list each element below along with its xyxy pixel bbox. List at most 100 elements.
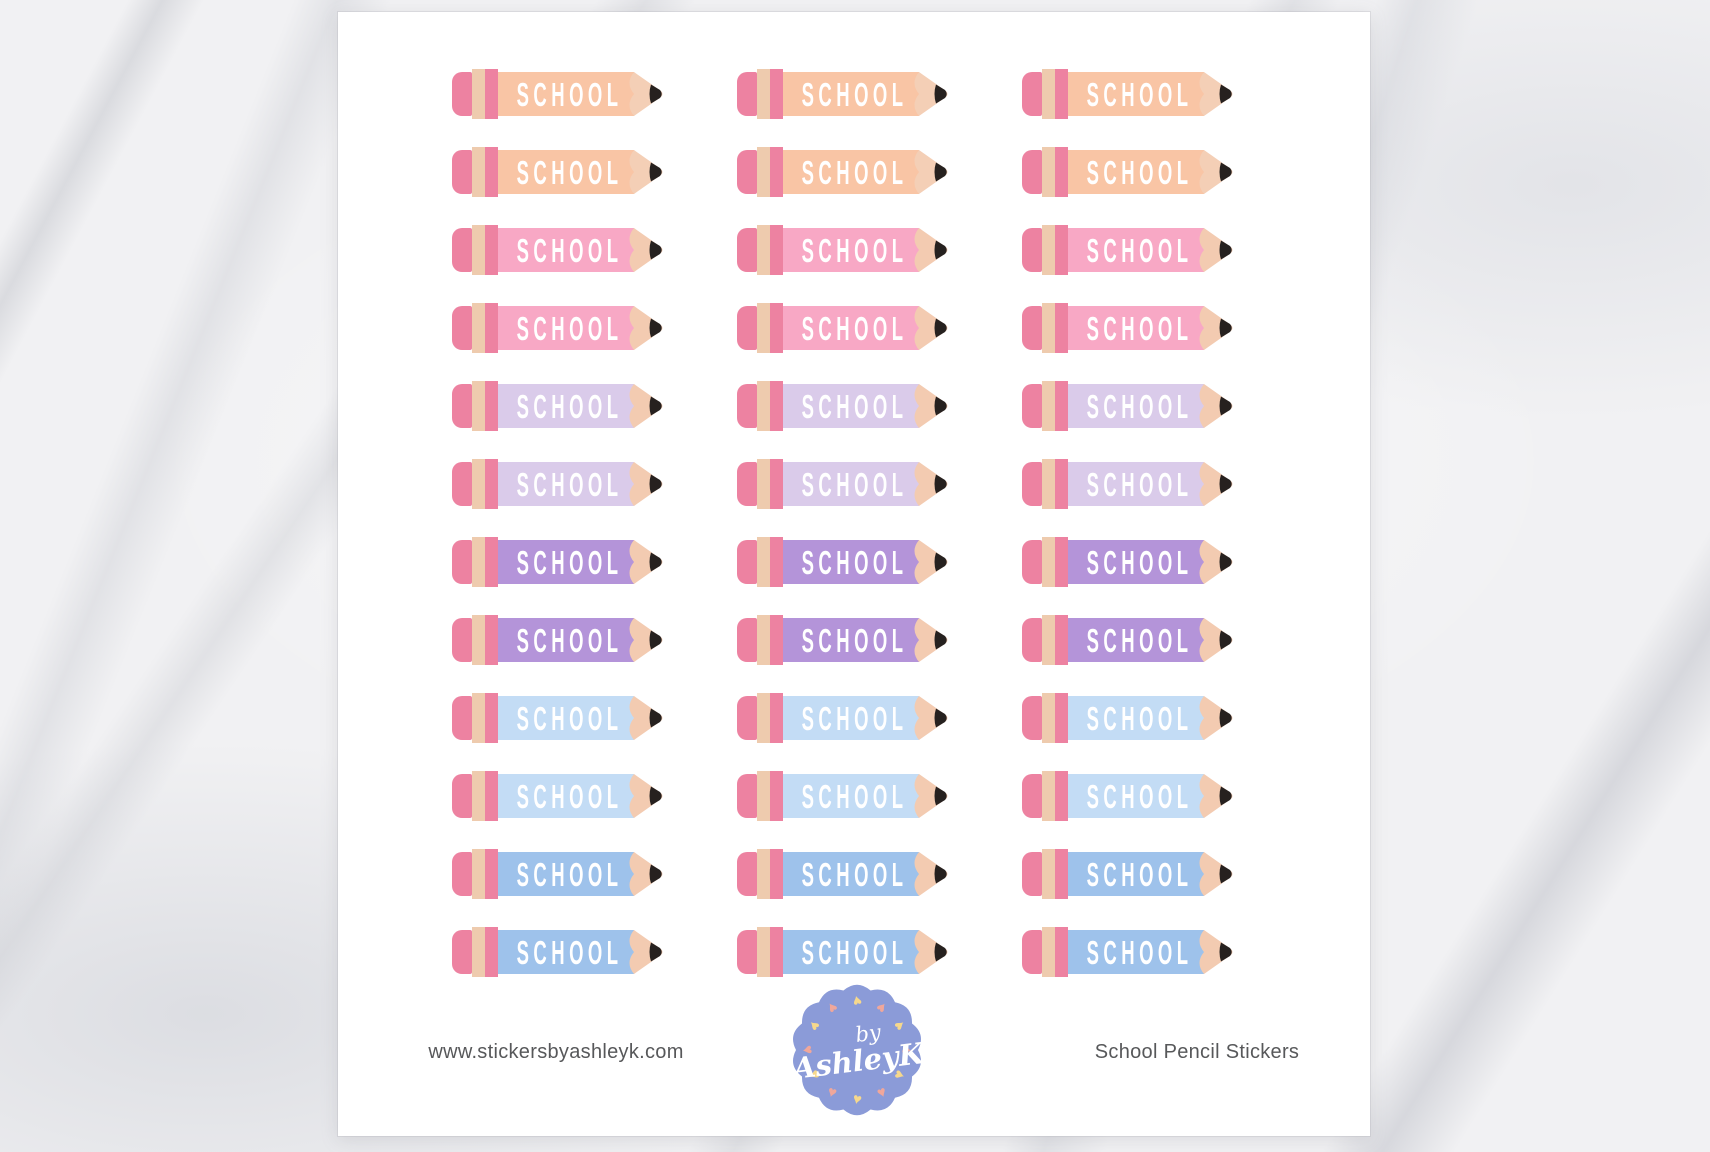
product-title: School Pencil Stickers	[1094, 1041, 1300, 1063]
pencil-eraser	[452, 228, 472, 272]
school-pencil-sticker-peach-r2c3: SCHOOL	[1022, 147, 1234, 197]
pencil-eraser	[452, 306, 472, 350]
pencil-label: SCHOOL	[802, 75, 908, 113]
pencil-ferrule-cream-stripe-icon	[1042, 693, 1055, 743]
pencil-body: SCHOOL	[498, 228, 634, 272]
pencil-label: SCHOOL	[517, 309, 623, 347]
badge-scallop-icon	[792, 984, 922, 1116]
pencil-label: SCHOOL	[802, 465, 908, 503]
pencil-eraser	[1022, 852, 1042, 896]
pencil-ferrule-cream-stripe-icon	[472, 459, 485, 509]
pencil-ferrule-pink-stripe-icon	[485, 381, 498, 431]
pencil-tip-icon	[914, 618, 948, 662]
pencil-tip-icon	[1199, 930, 1233, 974]
pencil-ferrule-pink-stripe-icon	[1055, 303, 1068, 353]
pencil-ferrule-pink-stripe-icon	[1055, 69, 1068, 119]
pencil-tip-icon	[629, 930, 663, 974]
pencil-tip-icon	[914, 150, 948, 194]
pencil-tip-icon	[914, 462, 948, 506]
pencil-ferrule-pink-stripe-icon	[1055, 537, 1068, 587]
school-pencil-sticker-purple-r8c2: SCHOOL	[737, 615, 949, 665]
pencil-body: SCHOOL	[498, 852, 634, 896]
pencil-ferrule-cream-stripe-icon	[757, 927, 770, 977]
pencil-ferrule-pink-stripe-icon	[770, 225, 783, 275]
pencil-ferrule-cream-stripe-icon	[757, 537, 770, 587]
pencil-ferrule-pink-stripe-icon	[1055, 225, 1068, 275]
pencil-body: SCHOOL	[783, 930, 919, 974]
pencil-body: SCHOOL	[783, 462, 919, 506]
pencil-body: SCHOOL	[783, 540, 919, 584]
pencil-ferrule-cream-stripe-icon	[472, 303, 485, 353]
pencil-ferrule-cream-stripe-icon	[1042, 303, 1055, 353]
pencil-eraser	[452, 852, 472, 896]
pencil-body: SCHOOL	[1068, 384, 1204, 428]
pencil-ferrule-pink-stripe-icon	[485, 459, 498, 509]
pencil-label: SCHOOL	[802, 387, 908, 425]
sticker-sheet: SCHOOL SCHOOL SCHOOL SCHOO	[338, 12, 1370, 1136]
pencil-tip-icon	[629, 462, 663, 506]
pencil-eraser	[1022, 774, 1042, 818]
pencil-label: SCHOOL	[1087, 621, 1193, 659]
school-pencil-sticker-pink-r4c3: SCHOOL	[1022, 303, 1234, 353]
pencil-tip-icon	[1199, 462, 1233, 506]
pencil-eraser	[737, 540, 757, 584]
pencil-ferrule-cream-stripe-icon	[1042, 459, 1055, 509]
pencil-eraser	[452, 540, 472, 584]
pencil-ferrule-cream-stripe-icon	[757, 225, 770, 275]
pencil-label: SCHOOL	[1087, 855, 1193, 893]
pencil-tip-icon	[629, 618, 663, 662]
pencil-body: SCHOOL	[498, 540, 634, 584]
pencil-body: SCHOOL	[783, 306, 919, 350]
pencil-label: SCHOOL	[1087, 231, 1193, 269]
pencil-ferrule-pink-stripe-icon	[770, 381, 783, 431]
pencil-eraser	[1022, 696, 1042, 740]
pencil-body: SCHOOL	[498, 696, 634, 740]
pencil-label: SCHOOL	[517, 855, 623, 893]
pencil-eraser	[452, 696, 472, 740]
pencil-tip-icon	[629, 696, 663, 740]
school-pencil-sticker-blue-r11c3: SCHOOL	[1022, 849, 1234, 899]
pencil-ferrule-pink-stripe-icon	[1055, 927, 1068, 977]
pencil-ferrule-cream-stripe-icon	[472, 693, 485, 743]
pencil-ferrule-cream-stripe-icon	[472, 771, 485, 821]
website-url: www.stickersbyashleyk.com	[428, 1041, 684, 1063]
brand-logo-text: by AshleyK	[779, 972, 935, 1128]
pencil-tip-icon	[1199, 384, 1233, 428]
school-pencil-sticker-pink-r4c2: SCHOOL	[737, 303, 949, 353]
school-pencil-sticker-pale-blue-r10c2: SCHOOL	[737, 771, 949, 821]
pencil-label: SCHOOL	[802, 933, 908, 971]
school-pencil-sticker-peach-r1c3: SCHOOL	[1022, 69, 1234, 119]
pencil-ferrule-pink-stripe-icon	[1055, 849, 1068, 899]
pencil-eraser	[737, 852, 757, 896]
pencil-tip-icon	[629, 150, 663, 194]
school-pencil-sticker-lilac-r6c1: SCHOOL	[452, 459, 664, 509]
school-pencil-sticker-pale-blue-r10c3: SCHOOL	[1022, 771, 1234, 821]
pencil-ferrule-cream-stripe-icon	[757, 147, 770, 197]
pencil-eraser	[1022, 72, 1042, 116]
pencil-eraser	[452, 462, 472, 506]
pencil-body: SCHOOL	[498, 306, 634, 350]
pencil-eraser	[1022, 306, 1042, 350]
pencil-ferrule-cream-stripe-icon	[1042, 147, 1055, 197]
pencil-body: SCHOOL	[1068, 306, 1204, 350]
pencil-eraser	[1022, 228, 1042, 272]
school-pencil-sticker-pink-r3c3: SCHOOL	[1022, 225, 1234, 275]
pencil-ferrule-pink-stripe-icon	[485, 303, 498, 353]
pencil-body: SCHOOL	[498, 384, 634, 428]
pencil-ferrule-cream-stripe-icon	[1042, 381, 1055, 431]
pencil-body: SCHOOL	[1068, 774, 1204, 818]
pencil-label: SCHOOL	[1087, 309, 1193, 347]
pencil-tip-icon	[629, 852, 663, 896]
pencil-ferrule-cream-stripe-icon	[472, 69, 485, 119]
school-pencil-sticker-blue-r11c2: SCHOOL	[737, 849, 949, 899]
pencil-ferrule-cream-stripe-icon	[757, 381, 770, 431]
pencil-eraser	[452, 150, 472, 194]
pencil-ferrule-pink-stripe-icon	[770, 537, 783, 587]
pencil-tip-icon	[1199, 852, 1233, 896]
pencil-ferrule-pink-stripe-icon	[770, 927, 783, 977]
pencil-ferrule-pink-stripe-icon	[485, 537, 498, 587]
pencil-eraser	[1022, 618, 1042, 662]
pencil-tip-icon	[914, 540, 948, 584]
pencil-label: SCHOOL	[517, 387, 623, 425]
